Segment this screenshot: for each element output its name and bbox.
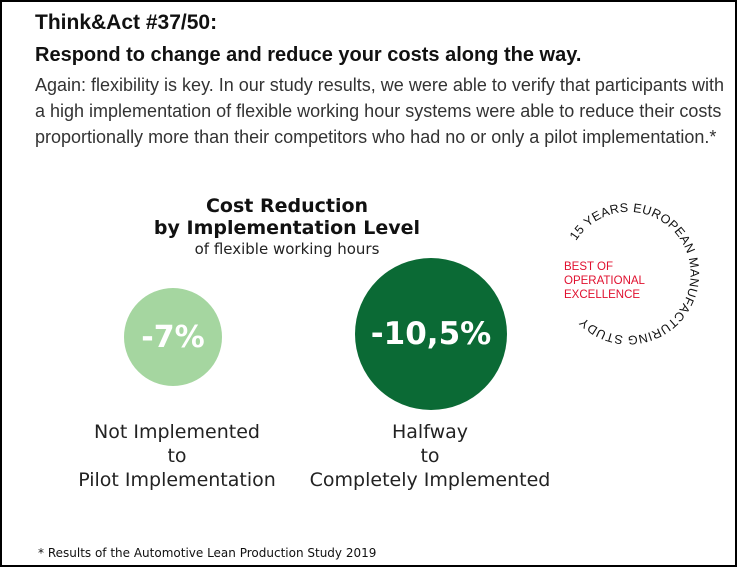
badge-line: EXCELLENCE xyxy=(564,289,641,301)
value-circle-implemented: -10,5% xyxy=(355,258,507,410)
label-implemented: Halfway to Completely Implemented xyxy=(292,420,568,492)
badge-line: OPERATIONAL xyxy=(564,275,645,287)
badge-label: BEST OF OPERATIONAL EXCELLENCE xyxy=(564,260,645,302)
chart-title: Cost Reduction by Implementation Level xyxy=(152,195,422,239)
subtitle: Respond to change and reduce your costs … xyxy=(35,44,582,66)
label-not-implemented: Not Implemented to Pilot Implementation xyxy=(62,420,292,492)
value-circle-not-implemented: -7% xyxy=(124,288,222,386)
label-line: Not Implemented xyxy=(94,421,260,443)
title: Think&Act #37/50: xyxy=(35,11,218,34)
body-text: Again: flexibility is key. In our study … xyxy=(35,75,724,147)
label-line: to xyxy=(167,445,187,467)
chart-title-line1: Cost Reduction xyxy=(205,195,369,217)
label-line: Completely Implemented xyxy=(309,469,551,491)
chart-title-line2: by Implementation Level xyxy=(153,217,421,239)
label-line: to xyxy=(420,445,440,467)
footnote: * Results of the Automotive Lean Product… xyxy=(38,546,377,560)
label-line: Halfway xyxy=(392,421,468,443)
badge-line: BEST OF xyxy=(564,261,613,273)
label-line: Pilot Implementation xyxy=(78,469,276,491)
chart-subtitle: of flexible working hours xyxy=(194,240,380,258)
study-badge-ring: 15 YEARS EUROPEAN MANUFACTURING STUDY xyxy=(567,201,701,347)
